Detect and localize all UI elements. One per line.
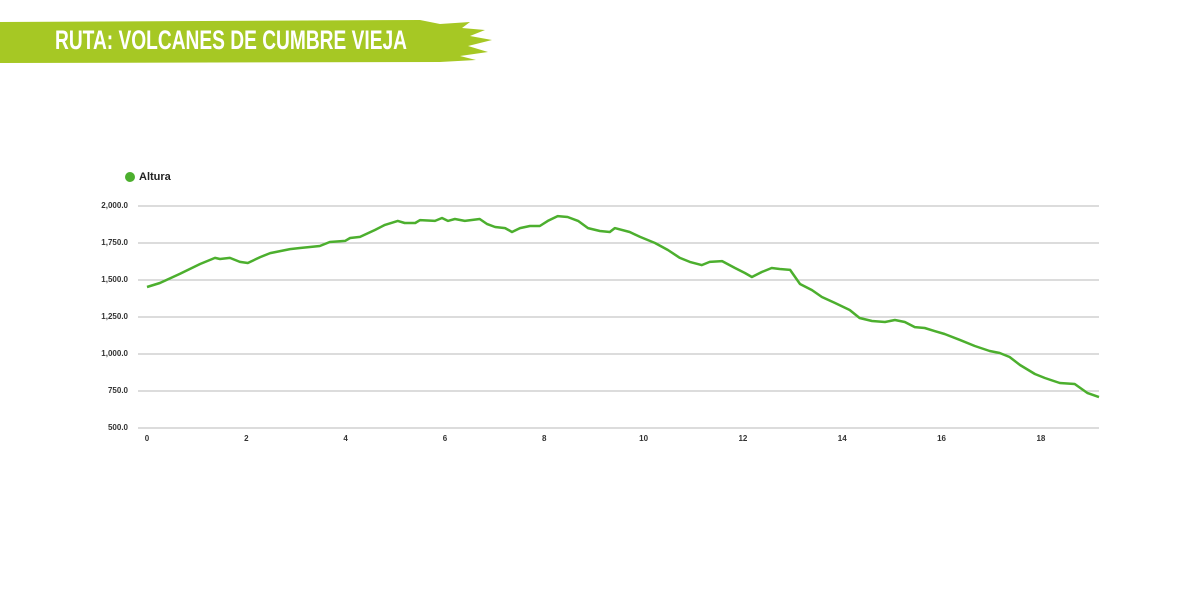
x-tick-label: 6 — [443, 434, 448, 443]
x-tick-label: 8 — [542, 434, 547, 443]
x-tick-label: 2 — [244, 434, 249, 443]
x-tick-label: 14 — [838, 434, 847, 443]
x-tick-label: 12 — [738, 434, 747, 443]
title-banner — [0, 20, 492, 63]
x-tick-label: 10 — [639, 434, 648, 443]
y-tick-label: 500.0 — [108, 423, 129, 432]
y-tick-label: 1,000.0 — [101, 349, 128, 358]
legend-marker — [125, 172, 135, 182]
y-tick-label: 1,500.0 — [101, 275, 128, 284]
y-tick-label: 1,750.0 — [101, 238, 128, 247]
y-tick-label: 1,250.0 — [101, 312, 128, 321]
x-tick-label: 4 — [343, 434, 348, 443]
y-tick-label: 2,000.0 — [101, 201, 128, 210]
elevation-line — [146, 214, 1100, 399]
legend-label: Altura — [139, 171, 172, 183]
x-tick-label: 18 — [1036, 434, 1045, 443]
y-tick-label: 750.0 — [108, 386, 129, 395]
x-tick-label: 0 — [145, 434, 150, 443]
x-tick-label: 16 — [937, 434, 946, 443]
chart-title: RUTA: VOLCANES DE CUMBRE VIEJA — [55, 25, 407, 55]
